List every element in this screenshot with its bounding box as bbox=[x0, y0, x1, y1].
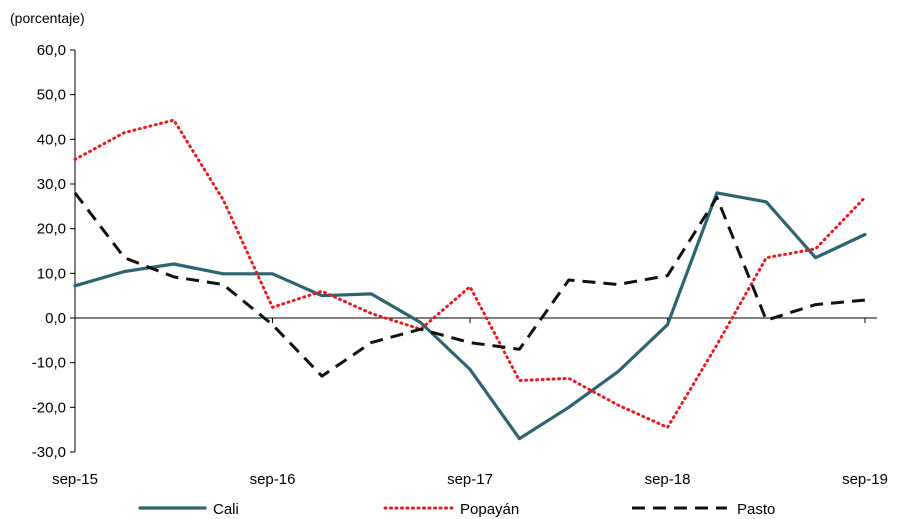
y-tick-label: 40,0 bbox=[37, 131, 66, 148]
y-tick-label: 20,0 bbox=[37, 221, 66, 238]
series-line-pasto bbox=[73, 191, 866, 378]
legend-label: Pasto bbox=[737, 501, 775, 518]
y-tick-label: -10,0 bbox=[32, 355, 66, 372]
y-tick-label: 60,0 bbox=[37, 42, 66, 59]
legend-label: Popayán bbox=[460, 501, 519, 518]
series-line-popay-n bbox=[73, 118, 867, 429]
x-tick-label: sep-15 bbox=[52, 471, 98, 488]
x-tick-label: sep-19 bbox=[842, 471, 888, 488]
series-lines bbox=[73, 118, 867, 441]
y-unit-label: (porcentaje) bbox=[10, 10, 85, 26]
x-tick-label: sep-16 bbox=[250, 471, 296, 488]
series-line-cali bbox=[73, 191, 867, 441]
x-tick-label: sep-18 bbox=[645, 471, 691, 488]
y-tick-label: -20,0 bbox=[32, 399, 66, 416]
y-tick-label: 30,0 bbox=[37, 176, 66, 193]
y-tick-label: 10,0 bbox=[37, 265, 66, 282]
x-tick-label: sep-17 bbox=[447, 471, 493, 488]
legend: Cali Popayán Pasto bbox=[138, 501, 775, 518]
x-axis: sep-15 sep-16 sep-17 sep-18 sep-19 bbox=[52, 317, 888, 488]
y-tick-label: 0,0 bbox=[45, 310, 66, 327]
y-tick-label: -30,0 bbox=[32, 444, 66, 461]
y-axis: -30,0 -20,0 -10,0 0,0 10,0 20,0 30,0 40,0 50,0 60… bbox=[32, 42, 76, 461]
y-tick-label: 50,0 bbox=[37, 87, 66, 104]
legend-label: Cali bbox=[213, 501, 239, 518]
